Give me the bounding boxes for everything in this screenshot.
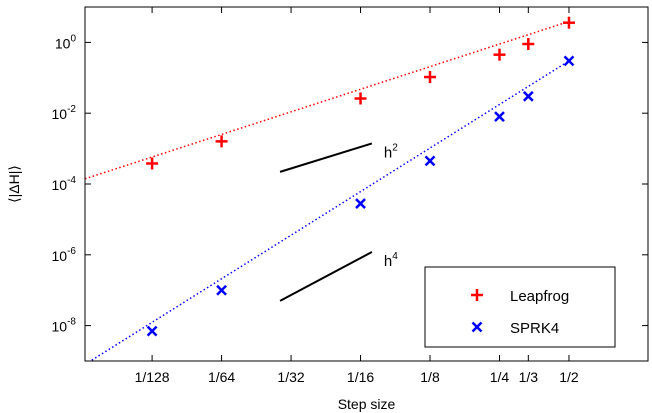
sprk4-point: [216, 284, 227, 296]
x-tick-label: 1/64: [208, 369, 235, 385]
marker-stroke: [146, 325, 158, 337]
marker-stroke: [563, 55, 575, 67]
slope-guide-label: h4: [384, 251, 398, 270]
leapfrog-point: [424, 71, 437, 84]
marker-stroke: [471, 321, 483, 333]
legend-label-leapfrog: Leapfrog: [510, 288, 569, 305]
legend-label-sprk4: SPRK4: [510, 320, 559, 337]
legend-marker-sprk4: [471, 321, 483, 333]
slope-guides: h2 h4: [279, 142, 398, 302]
leapfrog-point: [215, 135, 228, 148]
marker-stroke: [355, 198, 366, 209]
sprk4-point: [355, 198, 366, 209]
sprk4-point: [563, 55, 575, 67]
marker-stroke: [494, 111, 505, 123]
legend-box: [424, 266, 616, 348]
x-tick-label: 1/16: [347, 369, 374, 385]
marker-stroke: [216, 284, 227, 296]
leapfrog-point: [493, 48, 506, 61]
y-axis-label: ⟨|ΔH|⟩: [6, 165, 22, 203]
legend-marker-leapfrog: [471, 289, 483, 301]
slope-guide-line: [279, 142, 373, 173]
legend: Leapfrog SPRK4: [424, 266, 616, 348]
leapfrog-point: [522, 38, 535, 51]
marker-stroke: [522, 90, 534, 102]
fit-line-sprk4: [89, 60, 570, 361]
y-tick-label: 10-6: [52, 246, 77, 264]
y-axis: 10-8 10-6 10-4 10-2 100: [52, 33, 648, 335]
sprk4-point: [522, 90, 534, 102]
y-tick-label: 10-8: [52, 317, 77, 335]
x-tick-label: 1/3: [519, 369, 539, 385]
y-tick-label: 100: [55, 33, 77, 51]
x-tick-label: 1/32: [277, 369, 304, 385]
slope-guide-line: [279, 251, 373, 302]
x-tick-label: 1/2: [559, 369, 579, 385]
x-axis-label: Step size: [338, 396, 396, 412]
sprk4-point: [424, 155, 436, 167]
leapfrog-point: [562, 16, 575, 29]
sprk4-point: [146, 325, 158, 337]
x-tick-label: 1/128: [135, 369, 170, 385]
leapfrog-point: [354, 92, 367, 105]
fit-line-leapfrog: [85, 20, 570, 180]
marker-stroke: [424, 155, 436, 167]
sprk4-point: [494, 111, 505, 123]
leapfrog-point: [146, 157, 159, 170]
y-tick-label: 10-4: [52, 175, 77, 193]
x-tick-label: 1/8: [420, 369, 440, 385]
x-tick-label: 1/4: [490, 369, 510, 385]
y-tick-label: 10-2: [52, 104, 77, 122]
x-axis: 1/128 1/64 1/32 1/16 1/8 1/4 1/3 1/2: [135, 7, 579, 385]
data-markers: [146, 16, 575, 337]
slope-guide-label: h2: [384, 142, 398, 161]
fit-lines: [85, 20, 570, 361]
